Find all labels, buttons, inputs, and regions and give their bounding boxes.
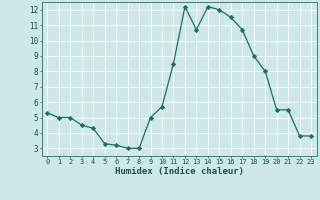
X-axis label: Humidex (Indice chaleur): Humidex (Indice chaleur) bbox=[115, 167, 244, 176]
